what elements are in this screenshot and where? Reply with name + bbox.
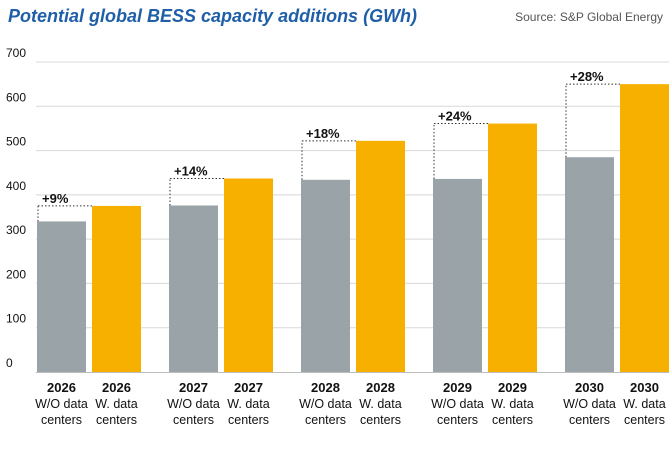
x-tick-label: W/O data xyxy=(299,397,352,411)
bar-without-data-centers xyxy=(301,179,350,372)
bar-without-data-centers xyxy=(433,178,482,372)
bar-with-data-centers xyxy=(224,178,273,372)
bar-with-data-centers xyxy=(488,123,537,372)
y-tick-label: 300 xyxy=(6,223,26,237)
x-tick-label: W. data xyxy=(623,397,665,411)
chart-title: Potential global BESS capacity additions… xyxy=(8,6,418,26)
x-tick-label: centers xyxy=(173,413,214,427)
y-tick-label: 100 xyxy=(6,312,26,326)
x-tick-label: centers xyxy=(305,413,346,427)
x-tick-label: centers xyxy=(96,413,137,427)
x-tick-label: centers xyxy=(437,413,478,427)
x-tick-year: 2028 xyxy=(366,380,395,395)
pct-increase-label: +18% xyxy=(306,126,340,141)
x-tick-label: centers xyxy=(228,413,269,427)
x-tick-label: centers xyxy=(360,413,401,427)
pct-increase-label: +28% xyxy=(570,69,604,84)
bar-with-data-centers xyxy=(620,84,669,373)
y-tick-label: 600 xyxy=(6,90,26,104)
x-tick-label: centers xyxy=(624,413,665,427)
x-tick-label: W. data xyxy=(95,397,137,411)
x-tick-label: centers xyxy=(569,413,610,427)
x-tick-label: W/O data xyxy=(563,397,616,411)
pct-increase-label: +24% xyxy=(438,109,472,124)
x-tick-year: 2030 xyxy=(575,380,604,395)
x-tick-label: centers xyxy=(492,413,533,427)
y-tick-label: 200 xyxy=(6,267,26,281)
x-tick-year: 2028 xyxy=(311,380,340,395)
x-tick-year: 2026 xyxy=(102,380,131,395)
x-tick-year: 2029 xyxy=(443,380,472,395)
x-tick-label: W/O data xyxy=(167,397,220,411)
x-tick-year: 2029 xyxy=(498,380,527,395)
y-tick-label: 400 xyxy=(6,179,26,193)
x-tick-label: W. data xyxy=(491,397,533,411)
chart-source: Source: S&P Global Energy xyxy=(515,10,663,24)
bar-with-data-centers xyxy=(92,205,141,372)
x-tick-year: 2027 xyxy=(179,380,208,395)
x-tick-label: W/O data xyxy=(431,397,484,411)
y-tick-label: 700 xyxy=(6,46,26,60)
y-tick-label: 500 xyxy=(6,135,26,149)
bar-without-data-centers xyxy=(565,157,614,372)
pct-increase-label: +14% xyxy=(174,163,208,178)
bar-with-data-centers xyxy=(356,140,405,372)
x-tick-year: 2030 xyxy=(630,380,659,395)
x-tick-label: centers xyxy=(41,413,82,427)
bar-without-data-centers xyxy=(169,205,218,372)
bar-without-data-centers xyxy=(37,221,86,372)
x-tick-year: 2026 xyxy=(47,380,76,395)
x-tick-year: 2027 xyxy=(234,380,263,395)
pct-increase-label: +9% xyxy=(42,191,69,206)
x-tick-label: W/O data xyxy=(35,397,88,411)
x-tick-label: W. data xyxy=(359,397,401,411)
y-tick-label: 0 xyxy=(6,356,13,370)
x-tick-label: W. data xyxy=(227,397,269,411)
